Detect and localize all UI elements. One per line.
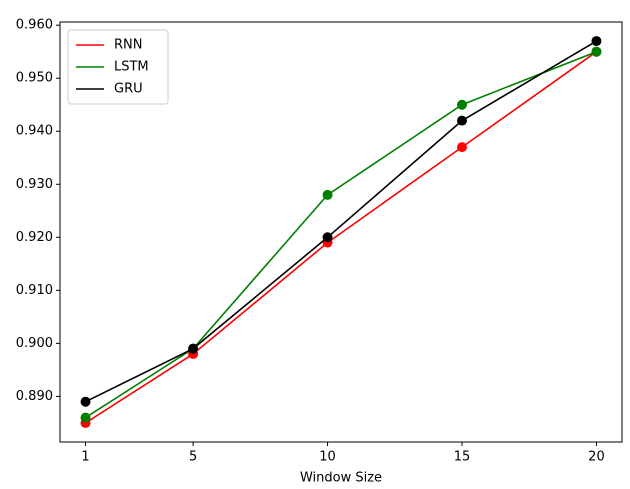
- plot-frame: [59, 21, 623, 443]
- point: [591, 46, 602, 57]
- point: [322, 232, 333, 243]
- x-tick-label: 1: [81, 450, 89, 465]
- point: [80, 396, 91, 407]
- y-tick-label: 0.950: [16, 71, 53, 86]
- x-tick-label: 20: [588, 450, 605, 465]
- legend-label: RNN: [114, 38, 142, 53]
- x-tick-label: 5: [189, 450, 197, 465]
- y-tick-label: 0.910: [16, 283, 53, 298]
- y-tick-label: 0.920: [16, 230, 53, 245]
- y-tick-label: 0.940: [16, 124, 53, 139]
- point: [457, 115, 468, 126]
- point: [322, 189, 333, 200]
- y-tick-label: 0.900: [16, 336, 53, 351]
- legend-label: LSTM: [114, 60, 149, 75]
- x-tick-label: 15: [454, 450, 471, 465]
- point: [457, 99, 468, 110]
- y-tick-label: 0.960: [16, 18, 53, 33]
- y-tick-label: 0.890: [16, 389, 53, 404]
- series-line: [85, 51, 597, 424]
- legend-label: GRU: [114, 82, 143, 97]
- legend-box: [67, 29, 169, 105]
- y-tick-label: 0.930: [16, 177, 53, 192]
- point: [188, 343, 199, 354]
- x-axis-label: Window Size: [300, 471, 382, 486]
- point: [80, 412, 91, 423]
- point: [457, 142, 468, 153]
- point: [591, 36, 602, 47]
- x-tick-label: 10: [319, 450, 336, 465]
